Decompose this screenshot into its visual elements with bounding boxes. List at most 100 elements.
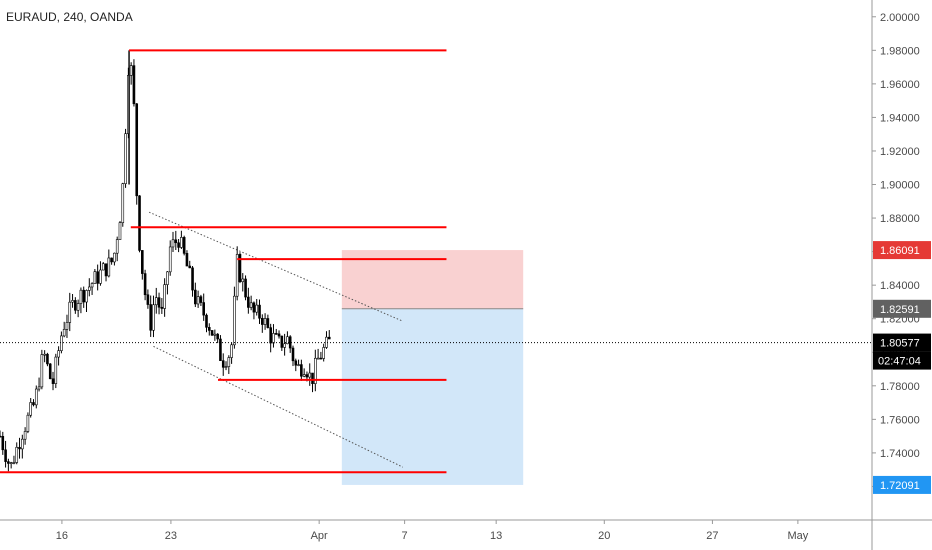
candle-body: [26, 414, 30, 432]
candle-body: [124, 133, 127, 184]
candle-body: [205, 314, 208, 328]
candle-body: [40, 354, 44, 388]
x-tick-label: 13: [490, 530, 502, 542]
candle-body: [71, 300, 74, 303]
candle-body: [322, 347, 325, 359]
candle-body: [90, 283, 94, 288]
price-badge-label: 1.82591: [880, 304, 920, 316]
position-zones[interactable]: [341, 250, 524, 485]
candle-body: [15, 446, 19, 463]
candle-body: [314, 357, 317, 384]
candle-body: [62, 329, 66, 337]
candle-body: [99, 269, 102, 284]
candle-body: [115, 239, 119, 254]
channel-line[interactable]: [148, 211, 404, 322]
candle-body: [177, 242, 180, 248]
candle-body: [68, 301, 72, 323]
price-badge: [873, 299, 931, 318]
y-tick-label: 1.88000: [880, 213, 920, 225]
time-axis[interactable]: 16 23 Apr 7 13 20 27 May: [56, 520, 809, 542]
x-tick-label: 7: [402, 530, 408, 542]
candle-body: [216, 333, 219, 340]
candle-body: [152, 304, 155, 331]
candle-body: [305, 374, 309, 378]
candle-body: [48, 363, 52, 380]
candle-body: [269, 327, 272, 344]
candle-body: [21, 438, 24, 450]
candle-body: [96, 271, 99, 284]
candle-body: [65, 322, 69, 330]
candle-body: [7, 461, 10, 464]
x-tick-label: 16: [56, 530, 68, 542]
y-tick-label: 1.76000: [880, 414, 920, 426]
countdown-badge: [873, 351, 931, 370]
candle-body: [107, 257, 111, 277]
candle-body: [319, 357, 323, 360]
candle-body: [188, 265, 192, 269]
price-badges: 1.86091 1.82591 1.80577 1.72091 02:47:04: [873, 241, 931, 494]
candles: [0, 50, 331, 472]
candle-body: [272, 333, 275, 344]
countdown-label: 02:47:04: [878, 356, 921, 368]
candle-body: [168, 246, 172, 273]
candle-body: [294, 360, 298, 366]
chart-title: EURAUD, 240, OANDA: [6, 10, 133, 24]
candle-body: [277, 333, 281, 337]
candle-body: [235, 254, 239, 297]
y-tick-label: 1.92000: [880, 146, 920, 158]
candle-body: [157, 297, 161, 308]
candle-body: [174, 239, 178, 244]
candle-body: [302, 374, 306, 377]
candle-body: [247, 296, 250, 308]
candle-body: [110, 257, 113, 263]
channel-lines[interactable]: [148, 211, 404, 468]
candle-body: [34, 388, 38, 406]
candle-body: [252, 302, 256, 313]
price-badge-label: 1.86091: [880, 245, 920, 257]
candle-body: [18, 446, 21, 450]
target-zone[interactable]: [341, 308, 524, 485]
y-tick-label: 1.98000: [880, 45, 920, 57]
candle-body: [101, 263, 105, 271]
candle-body: [76, 303, 80, 311]
candle-body: [87, 286, 91, 291]
x-tick-label: 27: [706, 530, 718, 542]
candle-body: [297, 364, 300, 366]
candle-body: [60, 335, 63, 351]
x-tick-label: 23: [165, 530, 177, 542]
candle-body: [32, 402, 35, 406]
candle-body: [51, 378, 55, 384]
candle-body: [154, 297, 158, 306]
candle-body: [219, 338, 222, 361]
candle-body: [311, 372, 314, 384]
horizontal-levels[interactable]: [0, 49, 447, 474]
candle-body: [213, 333, 217, 336]
x-tick-label: 20: [598, 530, 610, 542]
candle-body: [280, 335, 284, 348]
candle-body: [180, 237, 183, 248]
channel-line[interactable]: [153, 345, 404, 468]
candle-body: [118, 222, 122, 240]
x-tick-label: May: [787, 530, 808, 542]
candle-body: [171, 239, 175, 248]
candle-body: [146, 294, 150, 305]
candle-body: [23, 431, 27, 440]
candle-body: [9, 462, 13, 464]
candle-body: [74, 300, 77, 311]
y-tick-label: 1.96000: [880, 79, 920, 91]
candle-body: [104, 263, 108, 277]
candle-body: [291, 347, 295, 362]
candle-body: [85, 290, 88, 303]
candle-body: [182, 237, 186, 254]
candle-body: [230, 344, 233, 358]
candle-body: [1, 436, 5, 451]
candle-body: [194, 289, 197, 305]
price-badge: [873, 475, 931, 494]
price-badge-label: 1.80577: [880, 338, 920, 350]
candle-body: [210, 330, 214, 336]
candle-body: [160, 306, 164, 309]
candle-body: [260, 317, 264, 325]
candle-body: [46, 353, 49, 365]
candle-body: [221, 360, 225, 368]
